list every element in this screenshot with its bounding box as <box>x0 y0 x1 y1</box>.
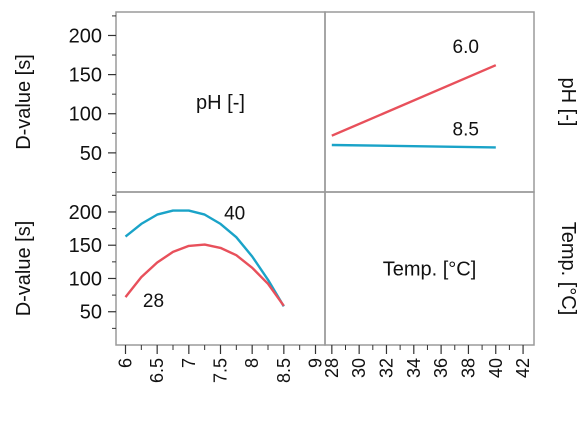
series-label-6.0: 6.0 <box>453 37 479 58</box>
panel-frame-1-1 <box>324 191 535 346</box>
panel-frame-0-1 <box>324 11 535 193</box>
y-tick-label: 50 <box>80 143 102 165</box>
series-label-40: 40 <box>224 204 245 225</box>
x-tick-label-temp: 34 <box>404 358 424 378</box>
x-tick-label-pH: 6 <box>116 358 136 368</box>
x-tick-label-pH: 6.5 <box>147 358 167 383</box>
panel-frames <box>108 11 535 354</box>
x-tick-label-temp: 40 <box>486 358 506 378</box>
series-label-28: 28 <box>143 291 164 312</box>
x-tick-label-temp: 42 <box>513 358 533 378</box>
right-axis-title-temp: Temp. [°C] <box>557 222 579 316</box>
y-tick-label: 200 <box>69 25 102 47</box>
x-tick-label-pH: 7.5 <box>211 358 231 383</box>
series-line-bottom-left-40 <box>124 209 285 308</box>
y-tick-label: 150 <box>69 65 102 87</box>
series-line-top-right-8.5 <box>331 143 496 149</box>
y-tick-label: 200 <box>69 202 102 224</box>
series-line-top-right-6.0 <box>331 64 497 137</box>
x-tick-label-temp: 38 <box>458 358 478 378</box>
panel-frame-1-0 <box>115 191 326 346</box>
y-tick-label: 100 <box>69 268 102 290</box>
series-layer <box>124 64 497 308</box>
diagonal-label-ph: pH [-] <box>196 92 245 114</box>
x-tick-label-temp: 36 <box>431 358 451 378</box>
y-axis-title-top: D-value [s] <box>13 54 35 150</box>
series-line-bottom-left-28 <box>124 243 285 307</box>
y-tick-label: 100 <box>69 104 102 126</box>
diagonal-label-temp: Temp. [°C] <box>383 259 477 281</box>
right-axis-title-ph: pH [-] <box>557 78 579 127</box>
x-tick-label-temp: 28 <box>322 358 342 378</box>
x-tick-label-pH: 8 <box>242 358 262 368</box>
x-tick-label-pH: 7 <box>179 358 199 368</box>
y-tick-label: 50 <box>80 302 102 324</box>
x-tick-label-pH: 8.5 <box>274 358 294 383</box>
y-tick-label: 150 <box>69 235 102 257</box>
series-label-8.5: 8.5 <box>453 119 479 140</box>
y-axis-title-bottom: D-value [s] <box>13 221 35 317</box>
x-tick-label-temp: 30 <box>349 358 369 378</box>
x-tick-label-pH: 9 <box>306 358 326 368</box>
x-tick-label-temp: 32 <box>376 358 396 378</box>
